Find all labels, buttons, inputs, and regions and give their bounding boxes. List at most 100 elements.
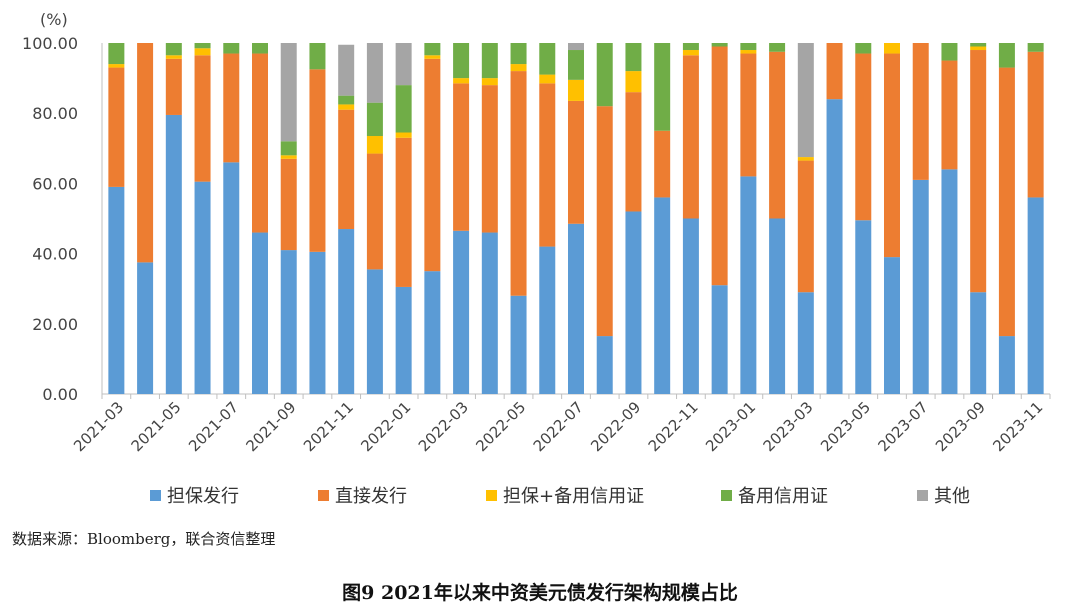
bar-segment: [682, 50, 699, 56]
bar-segment: [568, 79, 584, 101]
bar-segment: [711, 43, 728, 47]
bar-segment: [223, 162, 240, 394]
bar-segment: [568, 50, 584, 80]
bar-segment: [395, 43, 412, 86]
bar-segment: [596, 106, 613, 337]
legend-swatch: [318, 490, 329, 501]
bar-segment: [654, 197, 671, 394]
bar-segment: [338, 95, 355, 105]
bar-segment: [912, 179, 929, 394]
stacked-bar-chart: (%) 0.00 20.00 40.00 60.00 80.00 100.00 2021-03…: [22, 10, 1051, 507]
bar-segment: [682, 218, 699, 394]
bar-segment: [596, 43, 613, 107]
bar-segment: [395, 132, 412, 138]
x-tick-label: 2023-09: [932, 398, 989, 455]
bar-segment: [424, 271, 441, 394]
x-tick-label: 2021-03: [70, 398, 127, 455]
bar-segment: [366, 102, 383, 137]
bar-segment: [596, 336, 613, 394]
bar-segment: [453, 43, 470, 79]
bar-segment: [510, 71, 527, 296]
bar-segment: [855, 220, 872, 394]
bar-segment: [740, 53, 757, 177]
bar-segment: [884, 43, 900, 54]
bar-segment: [137, 43, 154, 263]
legend-swatch: [917, 490, 928, 501]
x-tick-label: 2021-05: [128, 398, 185, 455]
bar-segment: [855, 43, 872, 54]
bar-segment: [998, 336, 1015, 394]
bar-segment: [108, 43, 125, 65]
bar-segment: [366, 153, 383, 270]
bar-segment: [1027, 51, 1044, 198]
bar-segment: [539, 43, 556, 75]
bar-segment: [165, 114, 182, 394]
bar-segment: [108, 64, 125, 68]
bar-segment: [510, 295, 527, 394]
bar-segment: [711, 46, 728, 286]
bar-segment: [740, 176, 757, 394]
y-tick-label: 20.00: [32, 315, 78, 334]
x-tick-label: 2022-09: [587, 398, 644, 455]
bar-segment: [280, 250, 297, 394]
bar-segment: [568, 43, 584, 51]
x-tick-label: 2022-03: [415, 398, 472, 455]
bar-segment: [998, 43, 1015, 68]
bar-segment: [568, 223, 584, 394]
bar-segment: [194, 55, 211, 182]
bar-segment: [941, 43, 958, 61]
figure-title: 图9 2021年以来中资美元债发行架构规模占比: [342, 582, 738, 604]
x-tick-label: 2023-11: [989, 398, 1046, 455]
legend-label: 备用信用证: [738, 486, 828, 507]
bar-segment: [280, 141, 297, 156]
y-axis-unit-label: (%): [40, 10, 68, 29]
bar-segment: [769, 51, 786, 219]
bar-segment: [539, 74, 556, 84]
x-tick-label: 2022-01: [357, 398, 414, 455]
bar-segment: [1027, 197, 1044, 394]
y-tick-label: 100.00: [22, 34, 78, 53]
bar-segment: [682, 55, 699, 219]
bar-segment: [165, 43, 182, 56]
bar-segment: [108, 186, 125, 394]
bar-segment: [165, 58, 182, 115]
legend-label: 担保发行: [167, 486, 239, 507]
x-tick-label: 2022-05: [472, 398, 529, 455]
bar-segment: [366, 269, 383, 394]
bar-segment: [510, 43, 527, 65]
bar-segment: [194, 43, 211, 49]
bar-segment: [941, 60, 958, 170]
bar-segment: [1027, 43, 1044, 52]
bar-segment: [769, 43, 786, 52]
x-tick-label: 2022-07: [530, 398, 587, 455]
bar-segment: [223, 43, 240, 54]
legend-label: 担保+备用信用证: [503, 486, 644, 507]
x-tick-label: 2023-01: [702, 398, 759, 455]
bar-segment: [194, 181, 211, 394]
y-tick-label: 0.00: [42, 385, 78, 404]
bar-segment: [481, 85, 498, 233]
bar-segment: [769, 218, 786, 394]
bar-segment: [797, 157, 814, 161]
bar-segment: [539, 246, 556, 394]
bar-segment: [625, 211, 642, 394]
bar-segment: [252, 232, 268, 394]
y-tick-label: 40.00: [32, 245, 78, 264]
bar-segment: [654, 43, 671, 131]
x-tick-label: 2023-05: [817, 398, 874, 455]
bar-segment: [740, 50, 757, 54]
bar-segment: [453, 83, 470, 231]
bar-segment: [194, 48, 211, 56]
bar-segment: [797, 292, 814, 394]
legend-label: 其他: [934, 486, 970, 507]
bar-segment: [223, 53, 240, 163]
bar-segment: [395, 137, 412, 287]
x-tick-label: 2023-03: [760, 398, 817, 455]
bar-segment: [338, 104, 355, 110]
x-tick-label: 2021-11: [300, 398, 357, 455]
x-tick-label: 2022-11: [645, 398, 702, 455]
bar-segment: [395, 286, 412, 394]
bar-segment: [481, 232, 498, 394]
bar-segment: [970, 50, 987, 293]
y-tick-label: 60.00: [32, 174, 78, 193]
